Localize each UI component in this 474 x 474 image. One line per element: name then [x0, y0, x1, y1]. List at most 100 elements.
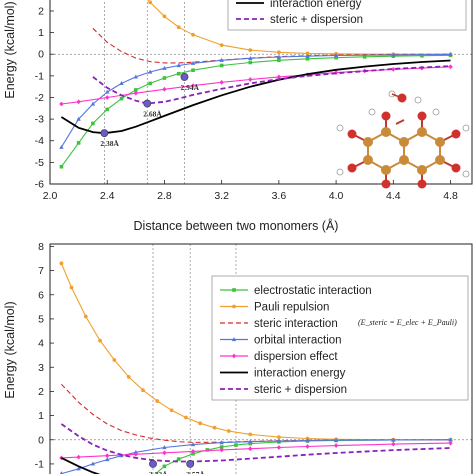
bottom-legend-label-steric: steric interaction: [254, 318, 338, 330]
top-series-steric-dispersion: [92, 65, 451, 105]
molecule-oxygen-atoms: [347, 93, 461, 189]
bottom-y-tick-label: 2: [38, 386, 44, 398]
top-plot-frame: [49, 0, 473, 185]
top-point-orbital: [219, 57, 224, 62]
bottom-point-pauli: [98, 338, 102, 343]
top-point-electrostatic: [162, 76, 167, 80]
bottom-legend-label-dispersion: dispersion effect: [254, 351, 338, 363]
bottom-legend-box: [211, 275, 469, 401]
bottom-series-interaction: [61, 457, 101, 474]
top-point-dispersion: [76, 99, 81, 105]
bottom-point-dispersion: [333, 443, 339, 448]
molecule-structure-illustration: [336, 90, 470, 189]
top-point-dispersion: [448, 64, 453, 70]
top-point-orbital: [133, 74, 139, 79]
top-point-dispersion: [105, 95, 110, 100]
top-y-axis-label: Energy (kcal/mol): [3, 1, 17, 98]
bottom-y-tick-label: 1: [38, 410, 44, 422]
bottom-point-pauli: [169, 408, 174, 413]
bottom-point-pauli: [198, 421, 203, 426]
bottom-y-tick-label: 5: [38, 313, 44, 325]
top-series-pauli: [147, 0, 451, 55]
bottom-y-tick-label: 0: [38, 434, 44, 446]
top-point-electrostatic: [277, 58, 281, 63]
top-x-tick-label: 4.0: [329, 190, 344, 202]
top-y-tick-label: 1: [38, 27, 44, 39]
top-y-tick-label: 2: [38, 5, 44, 17]
top-legend-label-steric-dispersion: steric + dispersion: [270, 14, 363, 26]
bottom-point-pauli: [183, 415, 188, 420]
bottom-y-tick-label: 4: [38, 338, 44, 350]
top-point-dispersion: [219, 79, 224, 85]
top-point-electrostatic: [91, 121, 95, 126]
molecule-carbon-atoms: [363, 127, 445, 175]
bottom-point-orbital: [333, 437, 339, 442]
top-point-orbital: [333, 53, 339, 58]
top-y-tick-label: -3: [35, 114, 44, 126]
top-point-orbital: [190, 60, 196, 65]
bottom-axis-ticks: 8 7 6 5 4 3 2 1 0 -1: [35, 241, 54, 470]
bottom-point-dispersion: [162, 450, 167, 456]
bottom-y-tick-label: 6: [38, 289, 44, 301]
bottom-point-pauli: [226, 429, 231, 433]
top-point-pauli: [176, 25, 181, 30]
top-point-orbital: [119, 81, 124, 86]
bottom-point-dispersion: [391, 441, 396, 447]
top-point-electrostatic: [76, 141, 81, 145]
top-point-dispersion: [162, 86, 167, 92]
bottom-point-orbital: [219, 440, 224, 445]
bottom-point-pauli: [112, 358, 117, 362]
bottom-point-electrostatic: [191, 451, 195, 456]
bottom-y-tick-label: -1: [35, 458, 44, 470]
bottom-point-orbital: [190, 442, 196, 447]
top-axis-ticks: 2 1 0 -1 -2 -3 -4 -5 -62.0 2.4 2.8 3.2 3.6 4.0 4.4 4.8: [35, 5, 458, 202]
bottom-point-orbital: [76, 466, 81, 471]
top-point-pauli: [219, 43, 224, 48]
bottom-minimum-label: 3.57Å: [186, 470, 205, 474]
top-chart-panel: 2.38Å 2.68Å 2.94Å 2 1 0 -1 -2 -3 -4 -5 -62.0 2.4 2.8…: [3, 0, 473, 233]
bottom-point-pauli: [126, 375, 131, 379]
top-minimum-label: 2.68Å: [143, 110, 162, 119]
top-point-pauli: [148, 0, 153, 5]
top-minimum-marker: [100, 129, 109, 138]
bottom-point-dispersion: [219, 447, 224, 453]
bottom-point-dispersion: [190, 448, 196, 454]
bottom-point-pauli: [248, 432, 253, 437]
top-point-orbital: [162, 65, 167, 70]
bottom-series-steric-dispersion: [60, 423, 451, 463]
top-y-tick-label: -2: [35, 92, 44, 104]
top-y-tick-label: -5: [35, 157, 44, 169]
bottom-point-orbital: [448, 437, 453, 442]
bottom-point-dispersion: [105, 453, 110, 459]
top-y-tick-label: -4: [35, 135, 44, 147]
top-point-pauli: [162, 14, 167, 19]
top-point-dispersion: [133, 90, 139, 96]
top-y-tick-label: -1: [35, 70, 44, 82]
bottom-chart-panel: 3.32Å 3.57Å 8 7 6 5 4 3 2 1 0 -1 Energy (kcal/mol)…: [3, 241, 473, 474]
top-y-tick-label: -6: [35, 179, 44, 191]
top-legend: interaction energy steric + dispersion: [227, 0, 467, 31]
top-point-orbital: [59, 144, 64, 149]
top-point-orbital: [147, 69, 153, 74]
top-point-orbital: [176, 63, 181, 68]
top-legend-box: [227, 0, 467, 31]
bottom-point-dispersion: [76, 454, 81, 460]
bottom-point-dispersion: [448, 440, 453, 446]
top-x-tick-label: 2.8: [157, 190, 172, 202]
top-point-orbital: [248, 55, 253, 60]
top-point-electrostatic: [334, 55, 338, 60]
bottom-y-tick-label: 7: [38, 265, 44, 277]
bottom-legend-marker-pauli: [232, 304, 236, 309]
top-minimum-marker: [180, 73, 189, 81]
top-point-dispersion: [59, 101, 64, 107]
bottom-legend: electrostatic interaction Pauli repulsion…: [211, 275, 469, 401]
bottom-point-dispersion: [133, 451, 139, 457]
top-point-orbital: [105, 89, 110, 94]
top-point-electrostatic: [105, 107, 110, 112]
top-point-electrostatic: [148, 81, 152, 86]
top-point-dispersion: [391, 66, 396, 72]
bottom-point-dispersion: [305, 444, 310, 449]
bottom-y-tick-label: 3: [38, 362, 44, 374]
bottom-point-electrostatic: [248, 441, 253, 446]
top-point-dispersion: [190, 83, 196, 88]
